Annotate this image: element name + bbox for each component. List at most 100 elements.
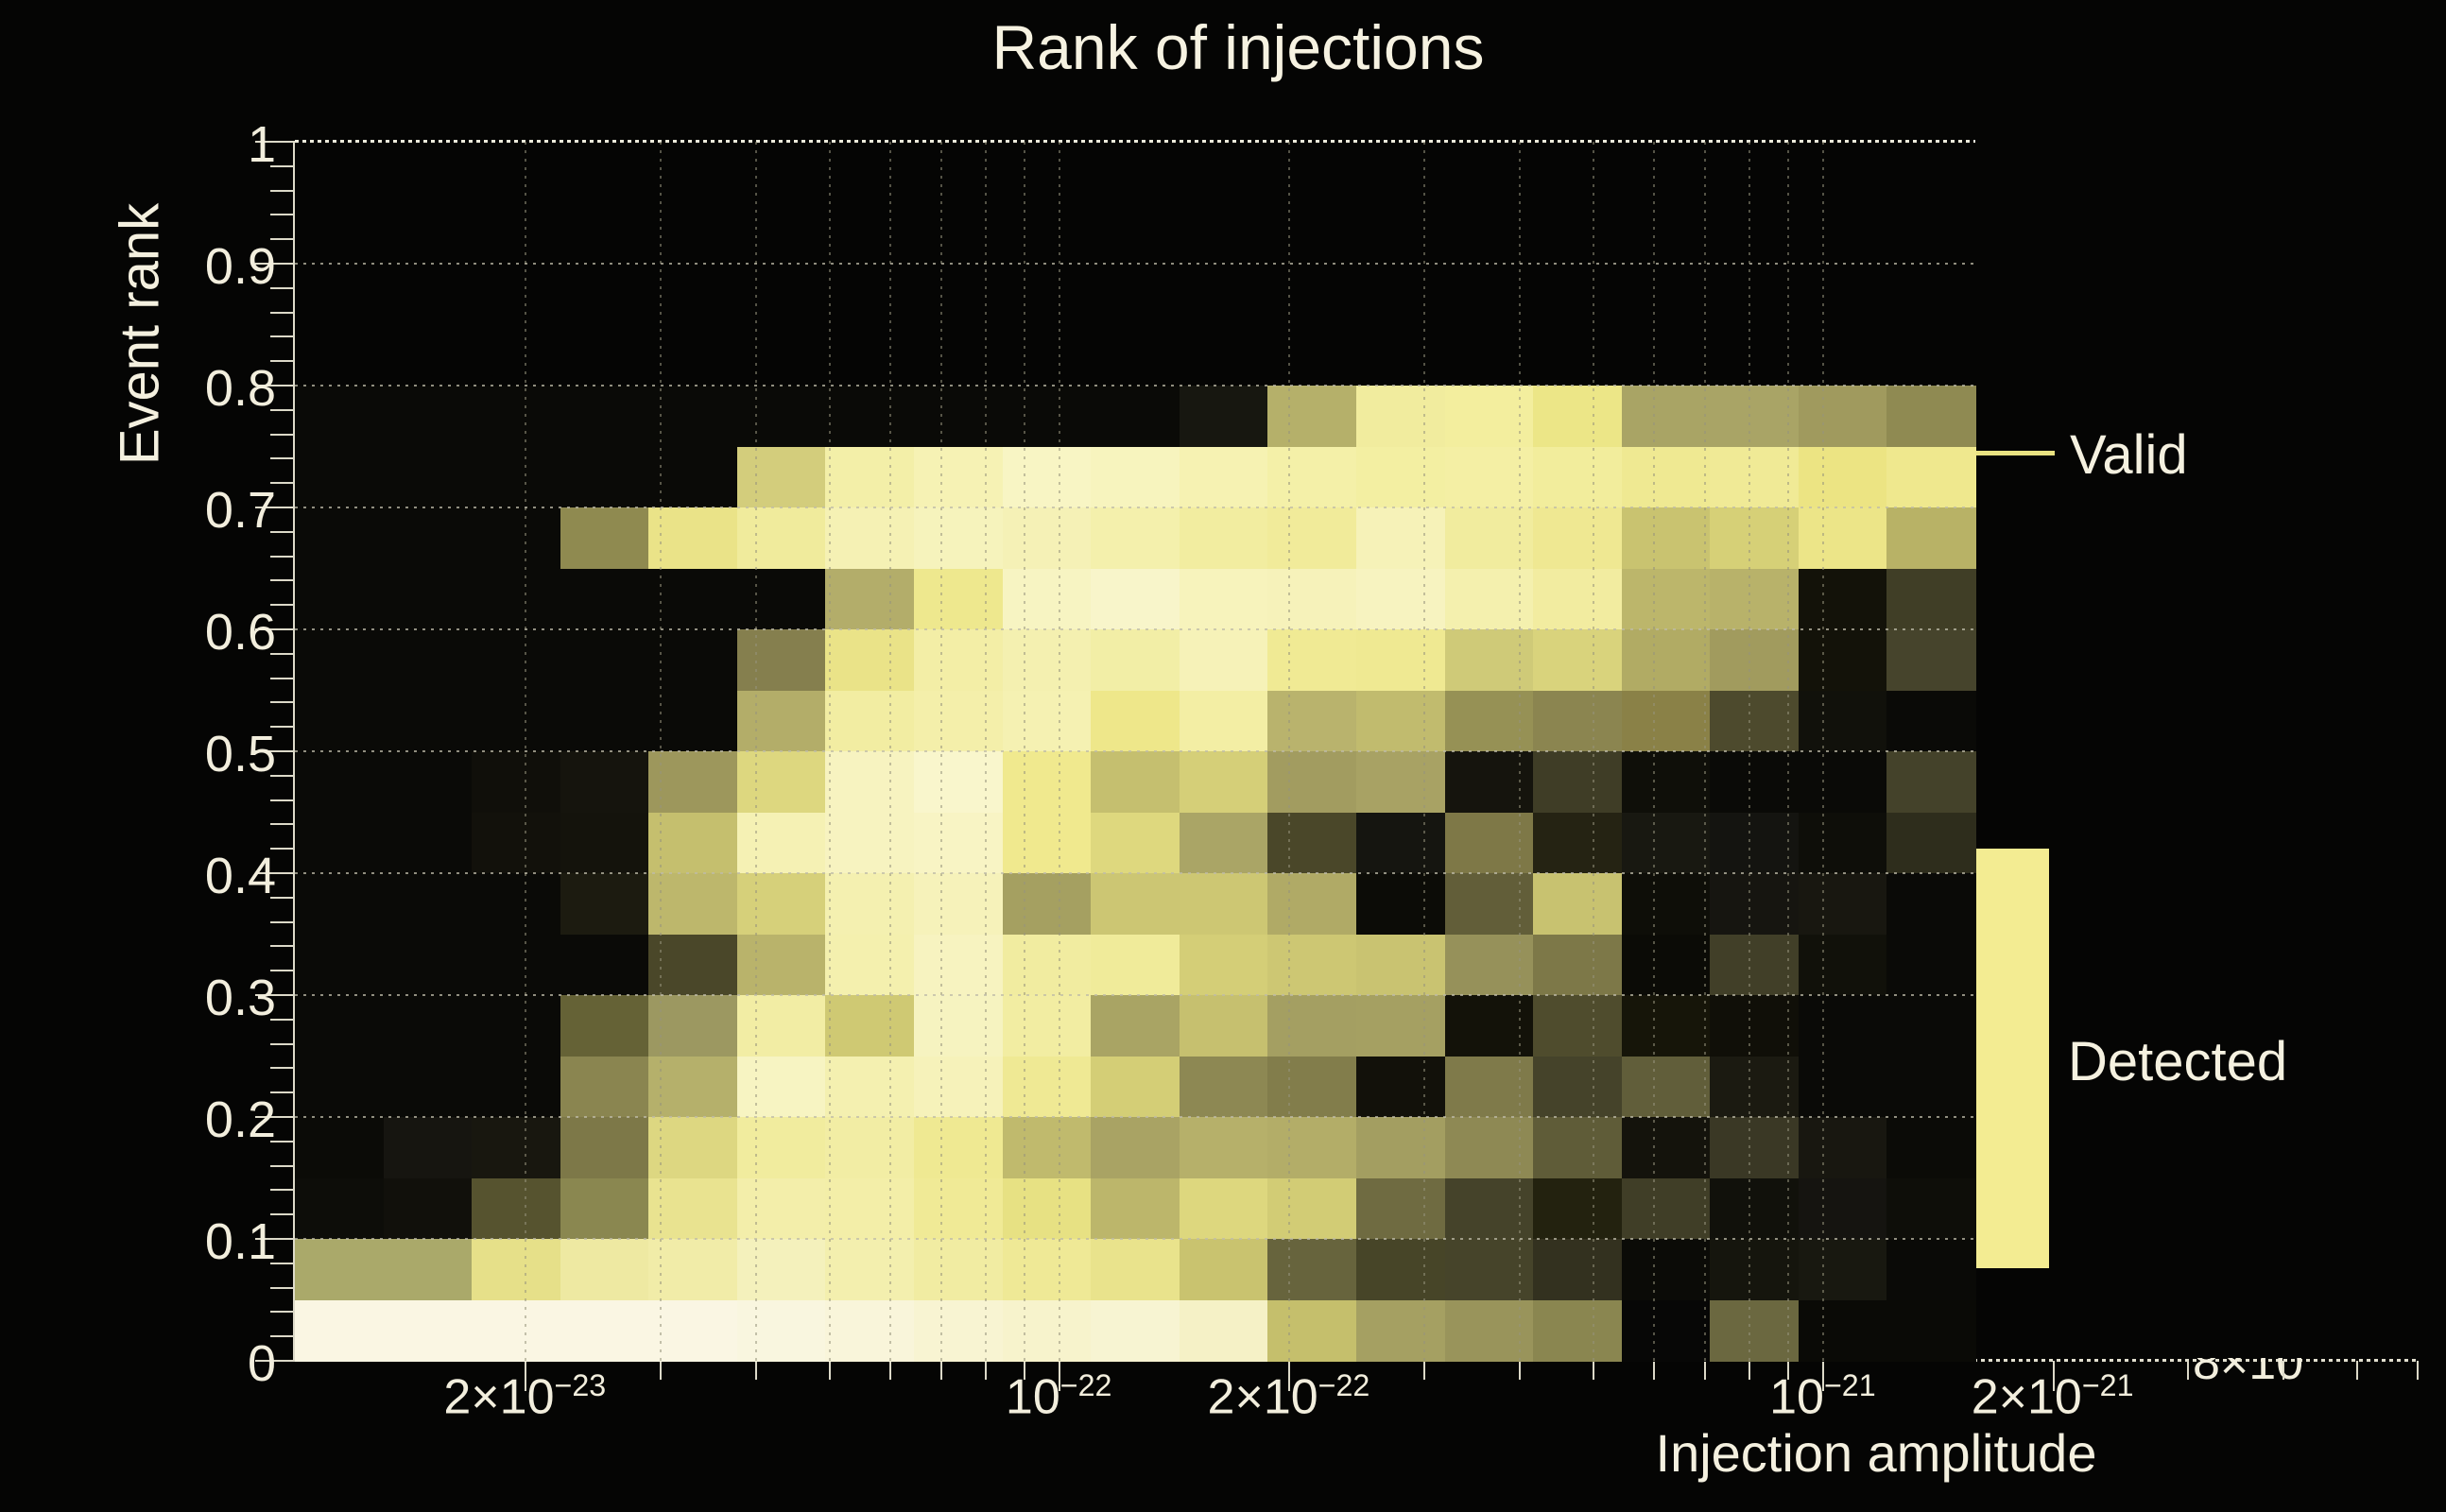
heatmap-cell: [472, 1239, 561, 1301]
heatmap-cell: [1002, 1117, 1092, 1179]
heatmap-cell: [648, 1239, 738, 1301]
heatmap-cell: [560, 812, 650, 874]
heatmap-cell: [1886, 995, 1976, 1057]
heatmap-cell: [1179, 1117, 1269, 1179]
heatmap-cell: [1621, 507, 1712, 570]
y-minor-tick: [270, 823, 295, 826]
heatmap-cell: [560, 507, 650, 570]
y-minor-tick: [270, 164, 295, 167]
heatmap-cell: [472, 1177, 561, 1240]
heatmap-cell: [1710, 751, 1800, 814]
heatmap-cell: [1355, 1239, 1446, 1301]
heatmap-cell: [295, 446, 385, 508]
y-major-tick: [255, 1238, 295, 1240]
heatmap-cell: [1355, 812, 1446, 874]
y-major-tick: [255, 263, 295, 265]
heatmap-cell: [914, 934, 1004, 996]
heatmap-cell: [1179, 507, 1269, 570]
heatmap-cell: [383, 934, 473, 996]
y-grid-line: [295, 385, 1975, 387]
heatmap-cell: [295, 751, 385, 814]
y-grid-line: [295, 1116, 1975, 1118]
heatmap-cell: [472, 386, 561, 448]
heatmap-cell: [1179, 1177, 1269, 1240]
heatmap-cell: [1710, 995, 1800, 1057]
heatmap-cell: [560, 386, 650, 448]
heatmap-cell: [1002, 507, 1092, 570]
heatmap-cell: [1798, 873, 1888, 936]
heatmap-cell: [1355, 751, 1446, 814]
heatmap-cell: [825, 812, 915, 874]
heatmap-cell: [560, 1239, 650, 1301]
y-minor-tick: [270, 848, 295, 850]
heatmap-cell: [295, 812, 385, 874]
heatmap-cell: [1621, 873, 1712, 936]
heatmap-cell: [1267, 1056, 1357, 1118]
heatmap-cell: [295, 1299, 385, 1362]
heatmap-cell: [648, 995, 738, 1057]
legend-detected-box-marker: [1973, 849, 2049, 1268]
heatmap-cell: [825, 934, 915, 996]
y-minor-tick: [270, 189, 295, 192]
heatmap-cell: [1798, 507, 1888, 570]
heatmap-cell: [1091, 629, 1180, 692]
heatmap-cell: [914, 751, 1004, 814]
y-minor-tick: [270, 896, 295, 899]
y-minor-tick: [270, 920, 295, 923]
y-tick-label: 1: [247, 116, 276, 173]
y-major-tick: [255, 141, 295, 143]
heatmap-cell: [736, 1117, 827, 1179]
y-grid-line: [295, 263, 1975, 265]
heatmap-cell: [648, 568, 738, 630]
heatmap-cell: [560, 446, 650, 508]
y-grid-line: [295, 750, 1975, 752]
heatmap-cell: [1621, 629, 1712, 692]
heatmap-cell: [648, 386, 738, 448]
heatmap-cell: [1621, 751, 1712, 814]
heatmap-cell: [648, 934, 738, 996]
heatmap-cell: [1710, 568, 1800, 630]
y-minor-tick: [270, 1018, 295, 1021]
heatmap-cell: [1179, 995, 1269, 1057]
heatmap-cell: [1533, 873, 1623, 936]
heatmap-cell: [1710, 386, 1800, 448]
x-minor-tick: [1593, 1361, 1595, 1380]
y-minor-tick: [270, 579, 295, 582]
x-minor-tick: [939, 1361, 942, 1380]
heatmap-cell: [1267, 873, 1357, 936]
heatmap-cell: [825, 1056, 915, 1118]
heatmap-cell: [383, 812, 473, 874]
heatmap-cell: [1091, 1056, 1180, 1118]
heatmap-cell: [1355, 995, 1446, 1057]
heatmap-cell: [1886, 568, 1976, 630]
heatmap-cell: [1533, 629, 1623, 692]
heatmap-cell: [736, 386, 827, 448]
heatmap-cell: [1002, 690, 1092, 752]
y-minor-tick: [270, 214, 295, 216]
heatmap-cell: [1533, 1117, 1623, 1179]
x-tick-label-clipped: 8×10: [2193, 1358, 2353, 1383]
heatmap-cell: [1798, 1299, 1888, 1362]
heatmap-cell: [648, 1056, 738, 1118]
heatmap-cell: [1091, 873, 1180, 936]
heatmap-cell: [1179, 873, 1269, 936]
y-minor-tick: [270, 433, 295, 436]
heatmap-cell: [295, 1117, 385, 1179]
heatmap-cell: [1621, 1117, 1712, 1179]
heatmap-cell: [472, 629, 561, 692]
heatmap-cell: [1798, 1177, 1888, 1240]
heatmap-cell: [1267, 995, 1357, 1057]
y-minor-tick: [270, 238, 295, 241]
x-minor-tick: [1024, 1361, 1026, 1380]
heatmap-cell: [383, 751, 473, 814]
heatmap-cell: [914, 1056, 1004, 1118]
heatmap-cell: [1355, 629, 1446, 692]
heatmap-cell: [648, 690, 738, 752]
heatmap-cell: [1886, 507, 1976, 570]
heatmap-cell: [736, 507, 827, 570]
heatmap-cell: [383, 386, 473, 448]
heatmap-cell: [383, 568, 473, 630]
heatmap-cell: [914, 386, 1004, 448]
heatmap-cell: [1886, 1299, 1976, 1362]
heatmap-cell: [914, 873, 1004, 936]
